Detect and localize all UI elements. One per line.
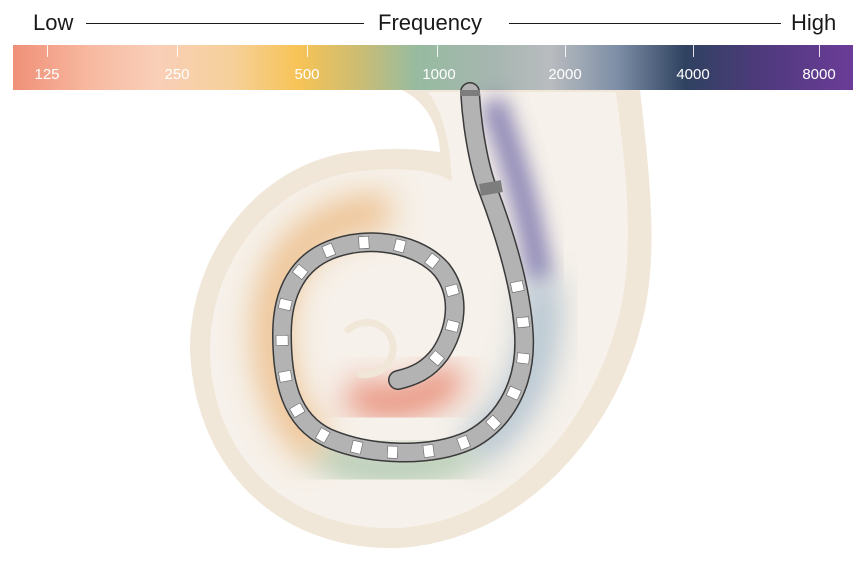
electrode-contact	[485, 414, 502, 432]
low-frequency-zone	[342, 362, 467, 418]
electrode-contact	[456, 434, 471, 451]
electrode-contact	[321, 242, 337, 259]
scale-tick-mark	[437, 45, 438, 57]
electrode-contact	[289, 402, 306, 418]
scale-tick-mark	[565, 45, 566, 57]
electrode-contact	[386, 445, 399, 459]
electrode-contact	[516, 316, 530, 329]
frequency-header: Low Frequency High	[0, 0, 854, 44]
electrode-contact	[424, 252, 441, 270]
scale-tick-mark	[693, 45, 694, 57]
scale-label-4000: 4000	[676, 66, 710, 83]
frequency-color-scale: 125 250 500 1000 2000 4000 8000	[13, 45, 853, 90]
electrode-top-cap	[460, 90, 480, 96]
electrode-contact	[393, 238, 407, 254]
electrode-contact	[278, 369, 293, 383]
electrode-lead	[273, 83, 533, 462]
electrode-contact	[292, 263, 309, 280]
electrode-contact	[505, 385, 522, 401]
electrode-contact	[315, 427, 331, 444]
electrode-contact	[277, 297, 293, 312]
high-frequency-zone	[479, 95, 553, 282]
scale-label-125: 125	[34, 66, 60, 83]
scale-tick-mark	[307, 45, 308, 57]
modiolus-curl	[344, 319, 397, 379]
scale-label-1000: 1000	[422, 66, 456, 83]
high-label: High	[791, 10, 837, 35]
scale-label-2000: 2000	[548, 66, 582, 83]
electrode-contact	[444, 319, 460, 333]
scale-tick-mark	[47, 45, 48, 57]
electrode-contact	[510, 280, 525, 294]
electrode-contact	[428, 350, 445, 367]
frequency-title: Frequency	[378, 10, 482, 35]
mid-frequency-zone	[311, 434, 479, 487]
electrode-contacts	[275, 235, 531, 459]
scale-label-8000: 8000	[802, 66, 836, 83]
header-rule-right	[509, 23, 781, 24]
electrode-contact	[422, 444, 435, 458]
scale-tick-mark	[177, 45, 178, 57]
electrode-contact	[275, 335, 289, 346]
electrode-contact	[350, 439, 364, 455]
low-label: Low	[33, 10, 74, 35]
scale-tick-mark	[819, 45, 820, 57]
electrode-array	[271, 82, 535, 463]
electrode-marker-band	[479, 180, 503, 196]
header-rule-left	[86, 23, 364, 24]
electrode-contact	[516, 352, 531, 365]
electrode-contact	[444, 283, 460, 298]
electrode-contact	[358, 235, 370, 250]
scale-label-500: 500	[294, 66, 320, 83]
scale-label-250: 250	[164, 66, 190, 83]
